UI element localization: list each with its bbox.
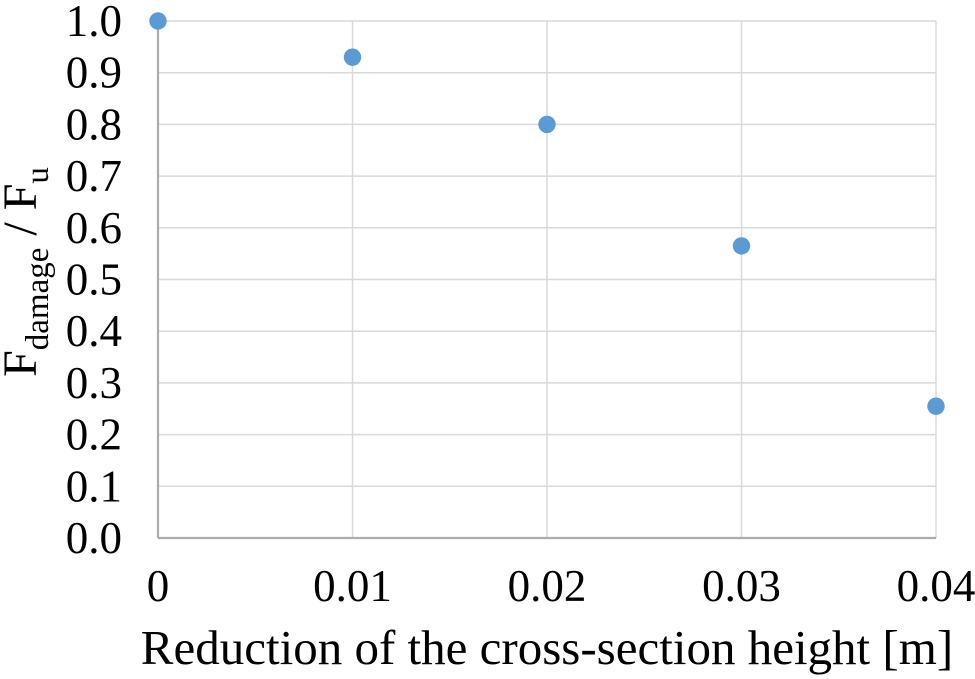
data-point bbox=[732, 237, 751, 255]
y-tick-label: 0.1 bbox=[66, 461, 122, 511]
y-axis-title-subscript: damage bbox=[20, 248, 56, 351]
y-axis-title-text: / F bbox=[0, 184, 47, 248]
y-tick-label: 0.7 bbox=[66, 151, 122, 201]
data-point bbox=[538, 115, 556, 134]
y-axis-title-text: F bbox=[0, 350, 47, 377]
y-tick-label: 0.9 bbox=[66, 48, 122, 98]
data-point bbox=[927, 397, 945, 415]
x-tick-label: 0 bbox=[147, 561, 170, 611]
data-points bbox=[149, 12, 945, 415]
y-tick-label: 0.3 bbox=[66, 358, 122, 408]
x-tick-label: 0.04 bbox=[897, 561, 975, 611]
y-axis-tick-labels: 0.00.10.20.30.40.50.60.70.80.91.0 bbox=[66, 0, 122, 563]
y-tick-label: 0.6 bbox=[66, 203, 122, 253]
y-tick-label: 0.0 bbox=[66, 513, 122, 563]
y-tick-label: 1.0 bbox=[66, 0, 122, 46]
y-tick-label: 0.2 bbox=[66, 410, 122, 460]
axis-lines bbox=[156, 21, 936, 540]
y-axis-title: Fdamage / Fu bbox=[0, 167, 56, 377]
y-tick-label: 0.4 bbox=[66, 306, 122, 356]
x-tick-label: 0.03 bbox=[702, 561, 781, 611]
data-point bbox=[343, 48, 362, 66]
gridlines bbox=[158, 20, 937, 538]
x-axis-tick-labels: 0 0.01 0.02 0.03 0.04 bbox=[147, 561, 975, 611]
data-point bbox=[149, 12, 167, 30]
y-tick-label: 0.8 bbox=[66, 99, 122, 149]
x-tick-label: 0.02 bbox=[508, 561, 587, 611]
x-tick-label: 0.01 bbox=[313, 561, 392, 611]
y-tick-label: 0.5 bbox=[66, 255, 122, 305]
x-axis-title: Reduction of the cross-section height [m… bbox=[141, 620, 953, 675]
y-axis-title-subscript: u bbox=[20, 167, 56, 184]
